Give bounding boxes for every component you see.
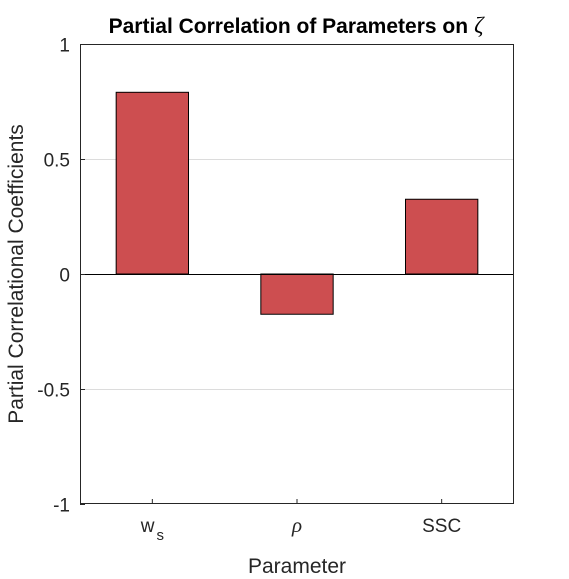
x-axis-label: Parameter — [248, 555, 346, 578]
bar — [260, 273, 334, 315]
y-tick-label: 0 — [59, 266, 70, 287]
chart-title: Partial Correlation of Parameters on ζ — [109, 13, 485, 38]
plot-area: 1 0.5 0 -0.5 -1 w s ρ SSC — [37, 36, 514, 544]
y-tick-label: 0.5 — [44, 151, 70, 172]
y-tick-label: -1 — [53, 496, 70, 517]
bar — [115, 91, 189, 275]
y-axis-label: Partial Correlational Coefficients — [5, 124, 28, 424]
bars — [115, 91, 479, 315]
x-tick-label: SSC — [422, 516, 461, 537]
y-tick-label: 1 — [59, 36, 70, 57]
y-tick-label: -0.5 — [37, 381, 70, 402]
y-tick-labels: 1 0.5 0 -0.5 -1 — [37, 36, 85, 517]
x-tick-label: ρ — [291, 513, 302, 537]
bar — [405, 198, 479, 275]
x-tick-labels: w s ρ SSC — [140, 499, 461, 544]
